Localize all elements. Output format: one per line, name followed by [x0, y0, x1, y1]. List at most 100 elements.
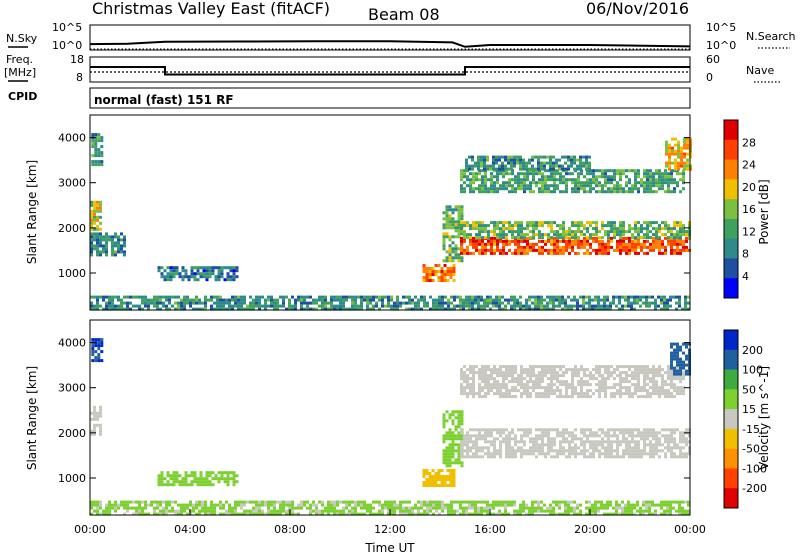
velocity-cell: [481, 377, 484, 381]
power-cell: [135, 295, 138, 299]
power-cell: [538, 190, 541, 194]
power-cell: [535, 181, 538, 185]
velocity-cell: [309, 506, 312, 510]
velocity-cell: [600, 500, 603, 504]
velocity-cell: [466, 452, 469, 456]
power-cell: [520, 230, 523, 234]
power-cell: [442, 238, 446, 242]
velocity-cell: [393, 503, 396, 507]
velocity-cell: [682, 371, 685, 375]
power-cell: [381, 301, 384, 305]
power-cell: [634, 251, 637, 255]
power-cell: [496, 248, 499, 252]
velocity-cell: [228, 503, 231, 507]
velocity-cell: [580, 389, 583, 393]
power-cell: [601, 172, 604, 176]
power-cell: [574, 233, 577, 237]
power-cell: [683, 167, 686, 171]
power-cell: [210, 295, 213, 299]
power-cell: [628, 187, 631, 191]
velocity-cell: [469, 434, 472, 438]
velocity-cell: [288, 503, 291, 507]
velocity-cell: [162, 500, 165, 504]
velocity-cell: [636, 500, 639, 504]
cpid-panel: normal (fast) 151 RF: [89, 87, 691, 109]
velocity-cell: [451, 413, 455, 417]
velocity-cell: [634, 374, 637, 378]
velocity-cell: [204, 500, 207, 504]
power-cell: [484, 169, 487, 173]
power-cell: [111, 304, 114, 308]
power-cell: [631, 227, 634, 231]
velocity-cell: [649, 446, 652, 450]
velocity-cell: [631, 452, 634, 456]
power-cell: [567, 164, 570, 168]
velocity-cell: [333, 500, 336, 504]
power-cell: [495, 295, 498, 299]
power-cell: [443, 264, 447, 267]
velocity-cell: [550, 383, 553, 387]
power-cell: [532, 245, 535, 249]
power-cell: [351, 307, 354, 311]
velocity-cell: [460, 410, 464, 414]
velocity-cell: [529, 452, 532, 456]
velocity-cell: [613, 386, 616, 390]
velocity-cell: [664, 437, 667, 441]
velocity-cell: [661, 380, 664, 384]
velocity-cell: [616, 437, 619, 441]
power-cell: [102, 244, 105, 248]
power-cell: [489, 164, 492, 168]
xaxis-label: Time UT: [364, 541, 415, 554]
velocity-cell: [431, 484, 435, 487]
velocity-cell: [669, 506, 672, 510]
velocity-cell: [661, 449, 664, 453]
power-cell: [619, 172, 622, 176]
power-cell: [249, 301, 252, 305]
power-cell: [100, 139, 104, 143]
velocity-cell: [372, 500, 375, 504]
velocity-cell: [541, 380, 544, 384]
power-cell: [457, 223, 461, 227]
velocity-cell: [508, 374, 511, 378]
velocity-cell: [234, 506, 237, 510]
velocity-cell: [634, 368, 637, 372]
velocity-cell: [628, 455, 631, 459]
power-cell: [454, 247, 458, 251]
power-cell: [96, 241, 99, 245]
velocity-cell: [622, 440, 625, 444]
velocity-cell: [604, 365, 607, 369]
power-cell: [677, 164, 680, 168]
velocity-cell: [646, 374, 649, 378]
power-cell: [598, 230, 601, 234]
power-cell: [270, 295, 273, 299]
velocity-cell: [496, 449, 499, 453]
velocity-cell: [231, 512, 234, 516]
ytick-label: 2000: [58, 222, 86, 235]
power-cell: [604, 184, 607, 188]
power-cell: [667, 227, 670, 231]
power-cell: [526, 187, 529, 191]
velocity-cell: [363, 503, 366, 507]
power-cell: [502, 172, 505, 176]
velocity-cell: [580, 368, 583, 372]
power-cell: [625, 190, 628, 194]
power-cell: [664, 172, 667, 176]
velocity-cell: [588, 506, 591, 510]
velocity-cell: [193, 477, 197, 481]
power-cell: [339, 304, 342, 308]
power-cell: [99, 304, 102, 308]
power-cell: [532, 242, 535, 246]
power-cell: [601, 190, 604, 194]
power-cell: [577, 242, 580, 246]
power-cell: [558, 298, 561, 302]
velocity-cell: [463, 377, 466, 381]
velocity-cell: [657, 503, 660, 507]
power-cell: [686, 137, 689, 141]
power-cell: [195, 307, 198, 311]
power-cell: [451, 235, 455, 239]
velocity-cell: [673, 455, 676, 459]
power-cell: [477, 304, 480, 308]
velocity-cell: [486, 500, 489, 504]
power-cell: [634, 169, 637, 173]
power-cell: [618, 295, 621, 299]
